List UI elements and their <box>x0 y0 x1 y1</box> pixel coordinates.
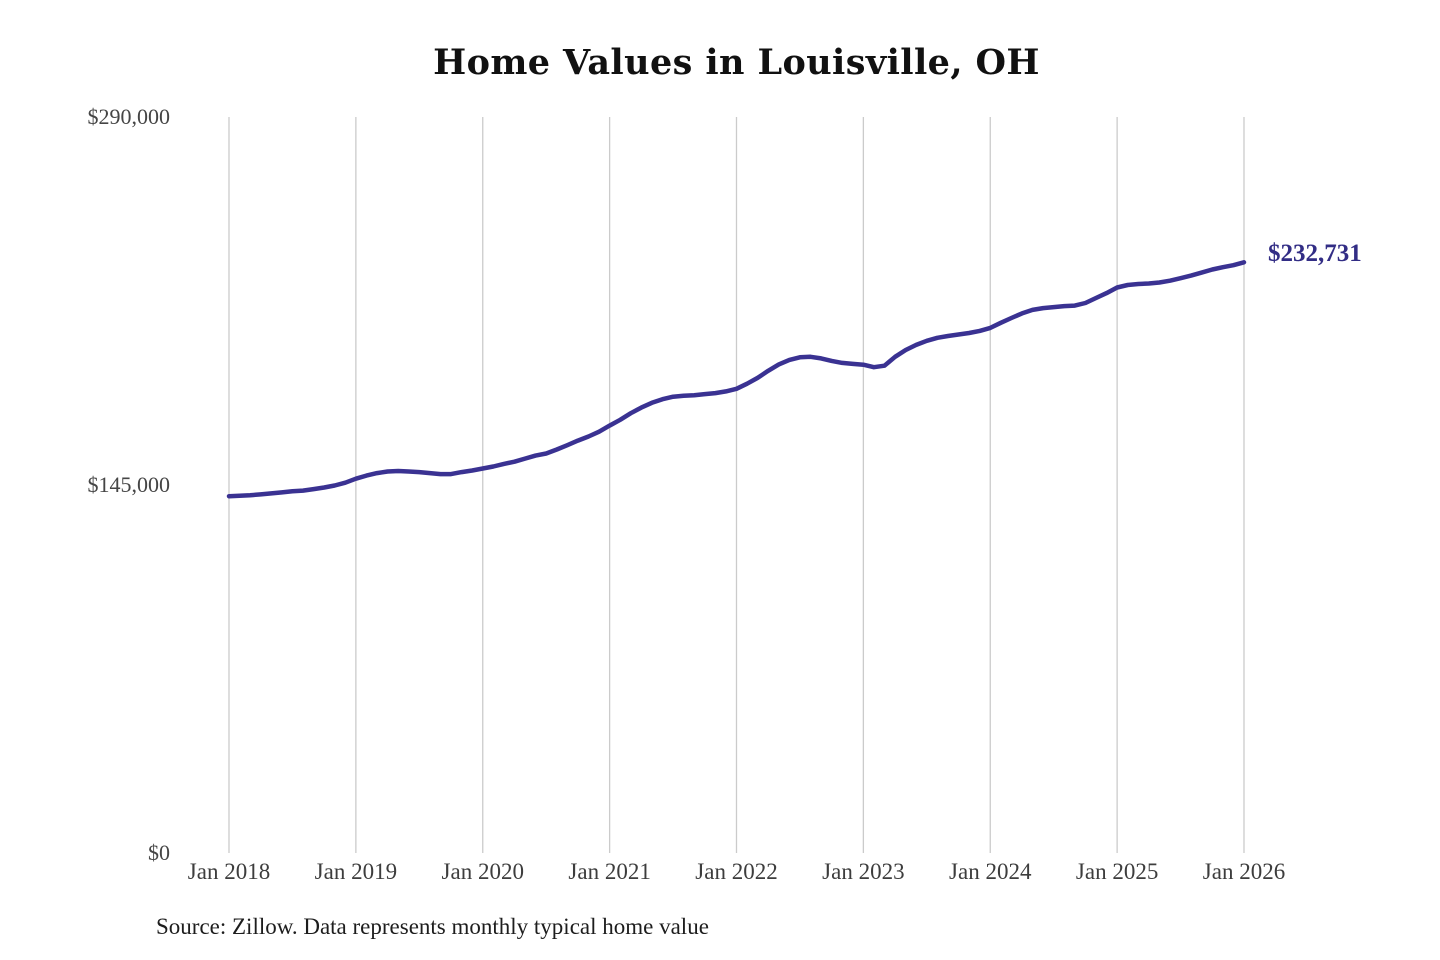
x-tick-label: Jan 2024 <box>949 859 1032 884</box>
x-tick-label: Jan 2023 <box>822 859 905 884</box>
x-tick-label: Jan 2022 <box>695 859 778 884</box>
y-tick-label: $0 <box>148 840 170 865</box>
x-tick-label: Jan 2019 <box>314 859 398 884</box>
home-value-series-line <box>226 260 1247 499</box>
chart-title: Home Values in Louisville, OH <box>433 42 1040 83</box>
y-tick-label: $290,000 <box>87 104 171 129</box>
source-note: Source: Zillow. Data represents monthly … <box>156 914 709 939</box>
x-tick-label: Jan 2020 <box>441 859 524 884</box>
x-tick-label: Jan 2021 <box>568 859 651 884</box>
y-tick-label: $145,000 <box>87 472 171 497</box>
x-tick-label: Jan 2018 <box>187 859 271 884</box>
x-tick-label: Jan 2025 <box>1075 859 1159 884</box>
current-value-label: $232,731 <box>1268 240 1362 268</box>
x-tick-label: Jan 2026 <box>1202 859 1286 884</box>
